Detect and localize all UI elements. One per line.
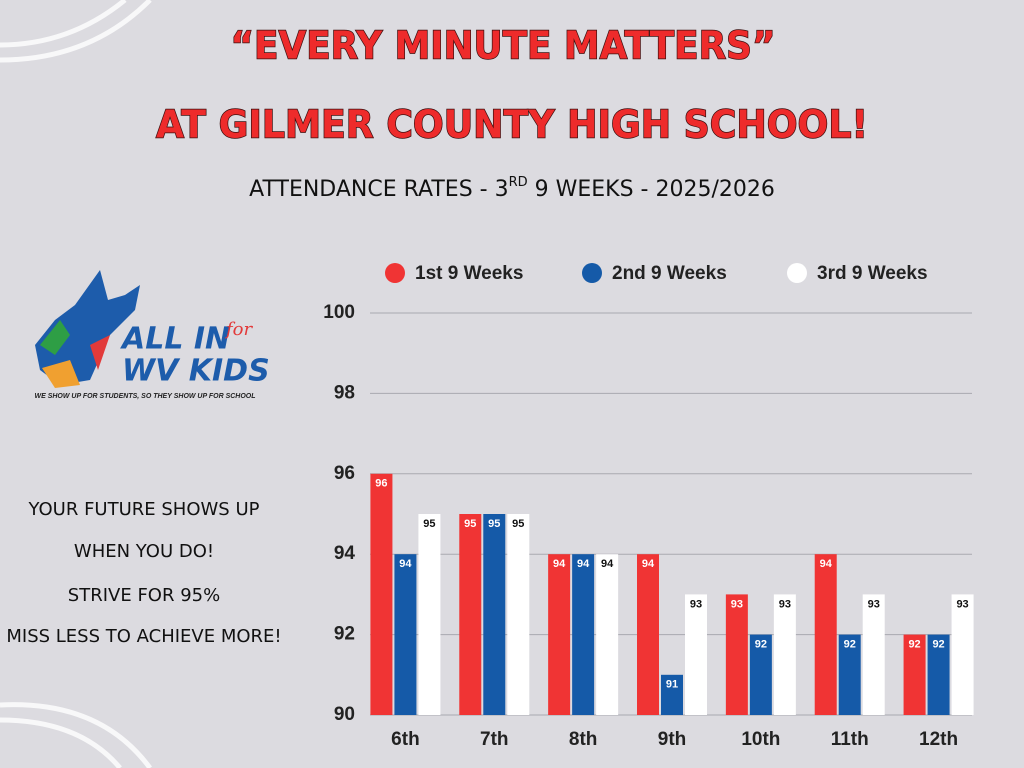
x-tick-label: 12th (919, 729, 958, 750)
logo-text: WV KIDS (122, 354, 270, 389)
y-tick-label: 98 (334, 382, 355, 403)
y-tick-label: 96 (334, 463, 355, 484)
bar (637, 554, 659, 715)
bar (459, 514, 482, 715)
y-tick-label: 100 (323, 302, 355, 323)
data-label: 92 (755, 639, 767, 651)
data-label: 92 (908, 639, 920, 651)
x-tick-label: 6th (391, 729, 420, 750)
bar (773, 594, 796, 715)
decoration (0, 702, 153, 768)
logo-map (42, 360, 80, 388)
y-tick-label: 94 (334, 543, 356, 564)
bar (685, 594, 707, 715)
legend-label: 2nd 9 Weeks (612, 263, 727, 284)
bar (507, 514, 530, 715)
data-label: 93 (956, 598, 968, 610)
data-label: 93 (868, 598, 880, 610)
subtitle-superscript: RD (509, 175, 528, 190)
data-label: 94 (553, 558, 566, 570)
legend-label: 1st 9 Weeks (415, 263, 523, 284)
logo-map (90, 335, 110, 370)
x-tick-label: 8th (569, 729, 598, 750)
logo: ALL IN for WV KIDS WE SHOW UP FOR STUDEN… (34, 270, 270, 400)
data-label: 96 (375, 478, 387, 490)
data-label: 93 (731, 598, 743, 610)
title-line: AT GILMER COUNTY HIGH SCHOOL! (156, 103, 868, 147)
logo-text: ALL IN (120, 322, 230, 357)
message-line: STRIVE FOR 95% (68, 585, 220, 606)
legend-label: 3rd 9 Weeks (817, 263, 928, 284)
subtitle-part: ATTENDANCE RATES - 3 (249, 177, 508, 202)
data-label: 95 (423, 518, 435, 530)
data-label: 94 (399, 558, 412, 570)
x-tick-label: 11th (831, 729, 869, 750)
bar (814, 554, 837, 715)
subtitle: ATTENDANCE RATES - 3RD 9 WEEKS - 2025/20… (249, 175, 775, 203)
decoration (0, 0, 152, 63)
bar (483, 514, 506, 715)
data-label: 95 (512, 518, 524, 530)
bar (661, 674, 683, 715)
logo-map (35, 270, 140, 385)
bar (862, 594, 885, 715)
y-tick-label: 90 (334, 704, 355, 725)
x-tick-label: 9th (658, 729, 687, 750)
data-label: 95 (488, 518, 500, 530)
bar (418, 514, 441, 715)
bar (838, 634, 861, 715)
data-label: 91 (666, 679, 678, 691)
data-label: 93 (690, 598, 702, 610)
x-tick-label: 7th (480, 729, 509, 750)
data-label: 94 (642, 558, 655, 570)
bar (725, 594, 748, 715)
data-label: 92 (932, 639, 944, 651)
bar (903, 634, 926, 715)
bar (394, 554, 417, 715)
bar (749, 634, 772, 715)
subtitle-part: 9 WEEKS - 2025/2026 (528, 177, 775, 202)
x-tick-label: 10th (741, 729, 780, 750)
message-line: YOUR FUTURE SHOWS UP (28, 499, 260, 520)
logo-text: for (224, 319, 253, 340)
data-label: 94 (820, 558, 833, 570)
bar (548, 554, 571, 715)
message-line: WHEN YOU DO! (74, 541, 214, 562)
title-line: “EVERY MINUTE MATTERS” (231, 24, 776, 68)
legend-swatch (385, 263, 405, 283)
bar (572, 554, 595, 715)
data-label: 95 (464, 518, 476, 530)
bar (596, 554, 619, 715)
data-label: 94 (601, 558, 614, 570)
bar (927, 634, 950, 715)
data-label: 94 (577, 558, 590, 570)
data-label: 93 (779, 598, 791, 610)
legend-swatch (582, 263, 602, 283)
y-tick-label: 92 (334, 624, 355, 645)
legend-swatch (787, 263, 807, 283)
logo-tagline: WE SHOW UP FOR STUDENTS, SO THEY SHOW UP… (34, 393, 255, 400)
bar (951, 594, 974, 715)
data-label: 92 (844, 639, 856, 651)
bar (370, 473, 393, 715)
logo-map (40, 320, 70, 355)
message-line: MISS LESS TO ACHIEVE MORE! (6, 626, 281, 647)
